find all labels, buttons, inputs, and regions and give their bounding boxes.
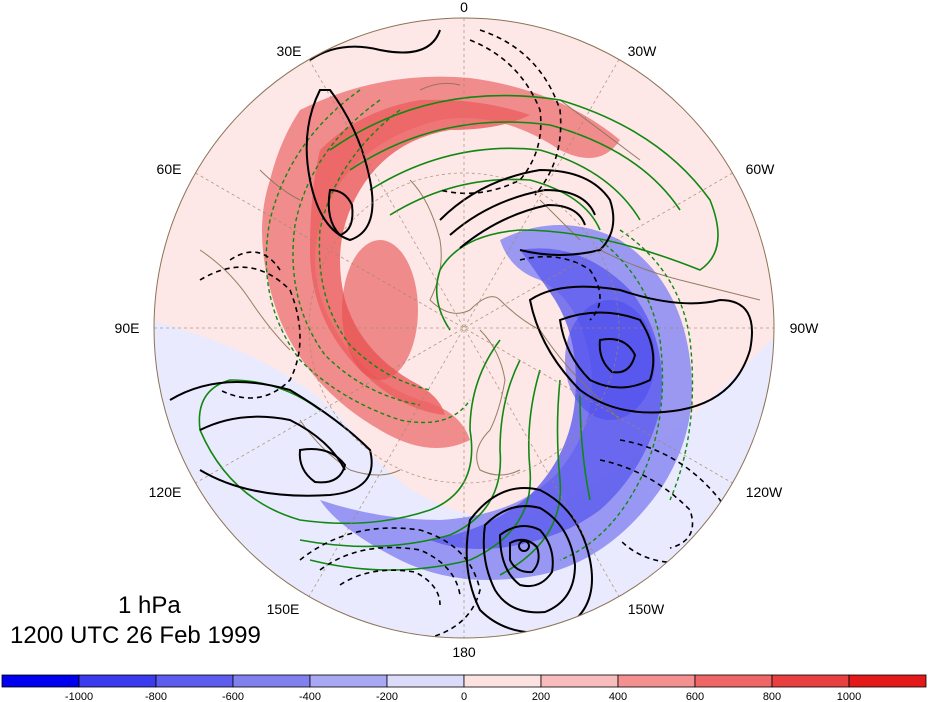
colorbar-tick-label: 600 — [686, 691, 704, 702]
colorbar-tick-label: -600 — [222, 691, 244, 702]
colorbar-box — [78, 674, 157, 688]
positive-anomaly-shading — [262, 76, 620, 448]
lon-label-0: 0 — [460, 0, 468, 15]
map-boundary — [153, 17, 775, 639]
lon-label-60w: 60W — [746, 161, 776, 177]
colorbar-box — [617, 674, 696, 688]
pressure-level-label: 1 hPa — [118, 592, 181, 619]
colorbar-box — [232, 674, 311, 688]
map-disk — [154, 18, 774, 638]
colorbar-tick-label: 1000 — [837, 691, 861, 702]
lon-label-90w: 90W — [790, 320, 820, 336]
colorbar-box — [694, 674, 773, 688]
lon-label-150e: 150E — [267, 601, 300, 617]
colorbar-box — [540, 674, 619, 688]
polar-map: 0 30W 60W 90W 120W 150W 180 150E 120E 90… — [115, 0, 820, 660]
lon-label-120w: 120W — [746, 484, 783, 500]
colorbar-box — [1, 674, 80, 688]
colorbar-box — [386, 674, 465, 688]
lon-label-90e: 90E — [115, 320, 140, 336]
green-dashed-contours — [265, 89, 694, 561]
valid-time-label: 1200 UTC 26 Feb 1999 — [10, 622, 261, 649]
colorbar-tick-label: 400 — [609, 691, 627, 702]
colorbar-tick-label: -200 — [376, 691, 398, 702]
negative-anomaly-shading — [320, 225, 692, 580]
colorbar-box — [463, 674, 542, 688]
colorbar-tick-label: -800 — [145, 691, 167, 702]
lon-label-120e: 120E — [149, 484, 182, 500]
lon-label-30e: 30E — [277, 43, 302, 59]
colorbar-boxes — [1, 674, 927, 688]
colorbar-box — [848, 674, 927, 688]
colorbar-tick-label: 800 — [763, 691, 781, 702]
lon-label-150w: 150W — [628, 601, 665, 617]
black-dashed-contours — [199, 29, 728, 638]
colorbar-tick-label: 200 — [532, 691, 550, 702]
colorbar-box — [155, 674, 234, 688]
colorbar-tick-label: 0 — [461, 691, 467, 702]
colorbar-tick-label: -400 — [299, 691, 321, 702]
colorbar-ticks: -1000 -800 -600 -400 -200 0 200 400 600 800 1000 — [65, 691, 861, 702]
colorbar-box — [771, 674, 850, 688]
lon-label-180: 180 — [452, 644, 476, 660]
green-contours — [198, 94, 719, 576]
colorbar-box — [309, 674, 388, 688]
graticule — [154, 18, 774, 638]
coastlines — [199, 82, 761, 476]
colorbar-tick-label: -1000 — [65, 691, 93, 702]
colorbar: -1000 -800 -600 -400 -200 0 200 400 600 800 1000 — [1, 674, 927, 702]
lon-label-60e: 60E — [157, 161, 182, 177]
lon-label-30w: 30W — [628, 43, 658, 59]
black-contours — [169, 29, 753, 634]
